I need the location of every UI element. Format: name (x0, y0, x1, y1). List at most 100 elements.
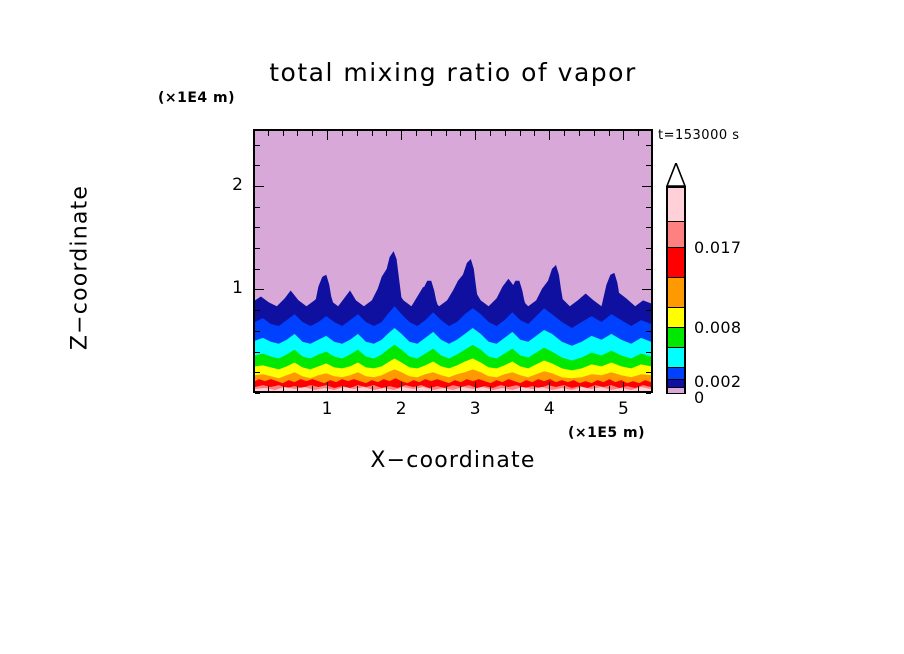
y-axis-tick (255, 289, 264, 291)
x-axis-tick (371, 131, 373, 136)
colorbar-segment (666, 388, 686, 394)
x-axis-tick-label: 4 (543, 399, 555, 419)
x-axis-tick (267, 386, 269, 391)
contour-field (255, 131, 651, 391)
x-axis-tick (415, 131, 417, 136)
x-axis-tick (549, 382, 551, 391)
timestamp-annotation: t=153000 s (658, 128, 740, 143)
y-axis-unit-label: (×1E4 m) (158, 90, 236, 106)
x-axis-tick (430, 131, 432, 136)
chart-title: total mixing ratio of vapor (269, 58, 637, 87)
colorbar-segment (666, 186, 686, 222)
y-axis-tick-label: 1 (232, 278, 243, 299)
x-axis-tick (356, 386, 358, 391)
x-axis-tick-label: 1 (321, 399, 333, 419)
x-axis-tick (623, 131, 625, 140)
x-axis-tick (312, 386, 314, 391)
y-axis-tick (646, 206, 651, 208)
colorbar-tick-label: 0.017 (694, 238, 742, 257)
y-axis-tick (646, 248, 651, 250)
x-axis-tick (534, 386, 536, 391)
y-axis-tick (642, 289, 651, 291)
y-axis-tick (255, 310, 260, 312)
colorbar[interactable] (666, 186, 686, 394)
x-axis-tick (593, 386, 595, 391)
x-axis-tick (430, 386, 432, 391)
x-axis-tick (445, 131, 447, 136)
y-axis-tick (255, 393, 260, 394)
x-axis-tick (504, 131, 506, 136)
x-axis-tick-label: 3 (469, 399, 481, 419)
x-axis-tick (356, 131, 358, 136)
x-axis-tick (490, 131, 492, 136)
x-axis-tick (460, 386, 462, 391)
colorbar-segment (666, 248, 686, 278)
y-axis-tick (646, 144, 651, 146)
colorbar-segment (666, 308, 686, 328)
y-axis-tick (255, 268, 260, 270)
y-axis-tick (255, 185, 264, 187)
y-axis-tick (646, 330, 651, 332)
colorbar-segment (666, 222, 686, 248)
contour-plot-area (253, 129, 653, 393)
x-axis-tick (519, 131, 521, 136)
y-axis-tick (646, 165, 651, 167)
x-axis-tick (490, 386, 492, 391)
y-axis-tick (646, 227, 651, 229)
colorbar-tick-label: 0.008 (694, 318, 742, 337)
y-axis-tick (646, 268, 651, 270)
x-axis-tick (327, 382, 329, 391)
y-axis-tick (255, 372, 260, 374)
x-axis-tick (401, 382, 403, 391)
x-axis-tick (401, 131, 403, 140)
x-axis-tick (534, 131, 536, 136)
x-axis-tick (608, 386, 610, 391)
x-axis-tick-label: 2 (395, 399, 407, 419)
x-axis-tick (267, 131, 269, 136)
x-axis-label: X−coordinate (370, 448, 536, 473)
x-axis-tick (549, 131, 551, 140)
x-axis-tick (578, 386, 580, 391)
y-axis-tick (646, 372, 651, 374)
y-axis-tick-label: 2 (232, 174, 243, 195)
y-axis-tick (646, 351, 651, 353)
x-axis-tick (564, 386, 566, 391)
x-axis-tick (297, 386, 299, 391)
colorbar-tick-label: 0.002 (694, 372, 742, 391)
x-axis-tick (475, 131, 477, 140)
x-axis-tick (327, 131, 329, 140)
y-axis-tick (642, 185, 651, 187)
x-axis-tick (475, 382, 477, 391)
y-axis-tick (646, 310, 651, 312)
y-axis-tick (255, 330, 260, 332)
colorbar-segment (666, 368, 686, 380)
y-axis-tick (255, 144, 260, 146)
y-axis-tick (255, 227, 260, 229)
x-axis-tick (253, 386, 254, 391)
x-axis-tick (593, 131, 595, 136)
y-axis-tick (646, 393, 651, 394)
x-axis-unit-label: (×1E5 m) (568, 425, 646, 441)
colorbar-segment (666, 348, 686, 368)
x-axis-tick (415, 386, 417, 391)
colorbar-segment (666, 328, 686, 348)
x-axis-tick (445, 386, 447, 391)
x-axis-tick (341, 131, 343, 136)
colorbar-arrow-icon (666, 163, 686, 187)
x-axis-tick (578, 131, 580, 136)
x-axis-tick (623, 382, 625, 391)
x-axis-tick (638, 386, 640, 391)
y-axis-label: Z−coordinate (67, 184, 93, 351)
x-axis-tick (341, 386, 343, 391)
x-axis-tick (371, 386, 373, 391)
x-axis-tick (386, 386, 388, 391)
x-axis-tick (282, 131, 284, 136)
x-axis-tick-label: 5 (617, 399, 629, 419)
colorbar-segment (666, 380, 686, 388)
x-axis-tick (282, 386, 284, 391)
x-axis-tick (638, 131, 640, 136)
y-axis-tick (255, 165, 260, 167)
x-axis-tick (297, 131, 299, 136)
y-axis-tick (255, 248, 260, 250)
